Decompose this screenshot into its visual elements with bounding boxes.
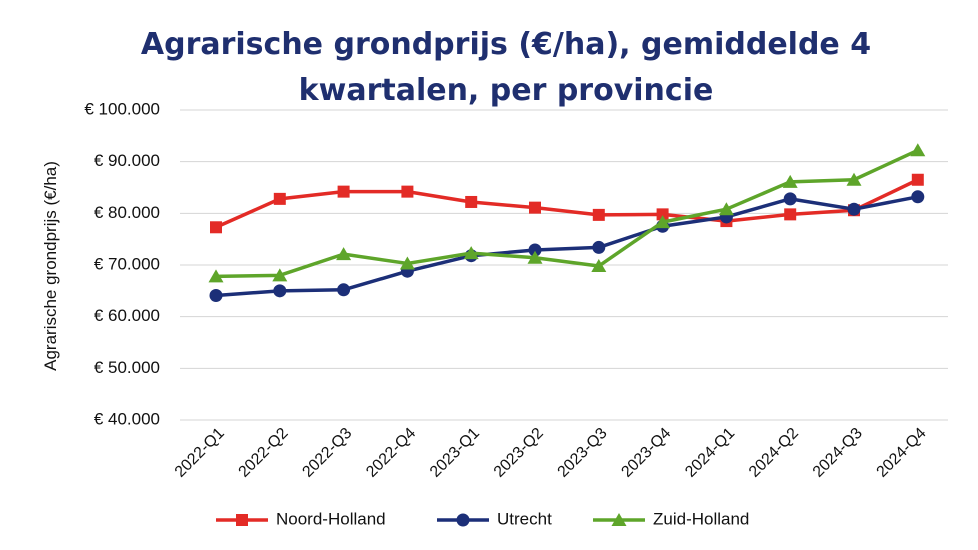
y-tick-label: € 90.000 xyxy=(94,151,160,170)
x-tick-label: 2023-Q1 xyxy=(427,425,483,481)
series-utrecht xyxy=(209,190,925,302)
y-tick-label: € 100.000 xyxy=(84,99,160,118)
data-point-utrecht xyxy=(592,240,606,254)
y-tick-label: € 40.000 xyxy=(94,409,160,428)
legend-item-zuid-holland: Zuid-Holland xyxy=(593,509,749,528)
chart-title: Agrarische grondprijs (€/ha), gemiddelde… xyxy=(141,27,871,108)
series-zuid-holland xyxy=(208,143,926,283)
data-point-utrecht xyxy=(783,192,797,206)
data-point-zuid-holland xyxy=(846,172,862,186)
data-point-utrecht xyxy=(847,202,861,216)
data-point-noord-holland xyxy=(529,201,541,214)
data-point-noord-holland xyxy=(911,173,924,186)
data-point-noord-holland xyxy=(784,208,797,221)
x-tick-label: 2022-Q4 xyxy=(363,425,419,481)
data-point-utrecht xyxy=(209,288,223,302)
legend-label-zuid-holland: Zuid-Holland xyxy=(653,509,749,528)
data-point-zuid-holland xyxy=(336,247,352,261)
data-point-noord-holland xyxy=(656,208,669,221)
data-point-utrecht xyxy=(337,283,351,297)
x-tick-label: 2024-Q1 xyxy=(682,425,738,481)
legend-item-utrecht: Utrecht xyxy=(437,509,552,528)
data-point-zuid-holland xyxy=(399,256,415,270)
x-tick-label: 2022-Q2 xyxy=(236,425,292,481)
legend-label-noord-holland: Noord-Holland xyxy=(276,509,386,528)
x-tick-label: 2022-Q1 xyxy=(172,425,228,481)
data-point-utrecht xyxy=(273,284,287,298)
legend: Noord-Holland Utrecht Zuid-Holland xyxy=(216,509,749,528)
data-point-noord-holland xyxy=(210,221,222,234)
x-tick-label: 2024-Q4 xyxy=(874,425,930,481)
data-point-zuid-holland xyxy=(591,259,607,273)
legend-marker-zuid-holland xyxy=(611,513,627,526)
data-point-zuid-holland xyxy=(208,269,224,283)
legend-label-utrecht: Utrecht xyxy=(497,509,552,528)
data-point-noord-holland xyxy=(337,185,350,198)
y-tick-label: € 60.000 xyxy=(94,306,160,325)
series-line-utrecht xyxy=(215,195,919,298)
series-lines xyxy=(208,143,926,302)
x-tick-label: 2022-Q3 xyxy=(299,425,355,481)
data-point-zuid-holland xyxy=(910,143,926,157)
chart-title-line-1: Agrarische grondprijs (€/ha), gemiddelde… xyxy=(141,27,871,62)
data-point-zuid-holland xyxy=(463,246,479,260)
x-tick-label: 2023-Q2 xyxy=(491,425,547,481)
data-point-zuid-holland xyxy=(655,215,671,229)
data-point-noord-holland xyxy=(401,185,414,198)
series-line-noord-holland xyxy=(215,178,919,229)
x-tick-label: 2023-Q4 xyxy=(618,425,674,481)
chart-title-line-2: kwartalen, per provincie xyxy=(299,73,714,108)
data-point-noord-holland xyxy=(592,208,605,221)
data-point-noord-holland xyxy=(273,192,286,205)
legend-marker-noord-holland xyxy=(236,514,248,526)
data-point-zuid-holland xyxy=(718,202,734,216)
data-point-utrecht xyxy=(528,243,542,257)
legend-item-noord-holland: Noord-Holland xyxy=(216,509,386,528)
x-tick-label: 2023-Q3 xyxy=(555,425,611,481)
y-tick-label: € 80.000 xyxy=(94,203,160,222)
x-tick-label: 2024-Q3 xyxy=(810,425,866,481)
data-point-utrecht xyxy=(911,190,925,204)
y-tick-label: € 70.000 xyxy=(94,254,160,273)
y-tick-label: € 50.000 xyxy=(94,358,160,377)
data-point-zuid-holland xyxy=(782,174,798,188)
legend-marker-utrecht xyxy=(456,513,470,527)
x-tick-label: 2024-Q2 xyxy=(746,425,802,481)
gridlines xyxy=(180,109,948,421)
data-point-noord-holland xyxy=(465,195,478,208)
y-axis-ticks: € 40.000 € 50.000 € 60.000 € 70.000 € 80.000… xyxy=(84,99,160,428)
x-axis-ticks: 2022-Q1 2022-Q2 2022-Q3 2022-Q4 2023-Q1 2023-… xyxy=(172,425,930,481)
series-line-zuid-holland xyxy=(215,148,919,279)
y-axis-label: Agrarische grondprijs (€/ha) xyxy=(41,161,60,371)
data-point-zuid-holland xyxy=(527,250,543,264)
data-point-zuid-holland xyxy=(272,268,288,282)
